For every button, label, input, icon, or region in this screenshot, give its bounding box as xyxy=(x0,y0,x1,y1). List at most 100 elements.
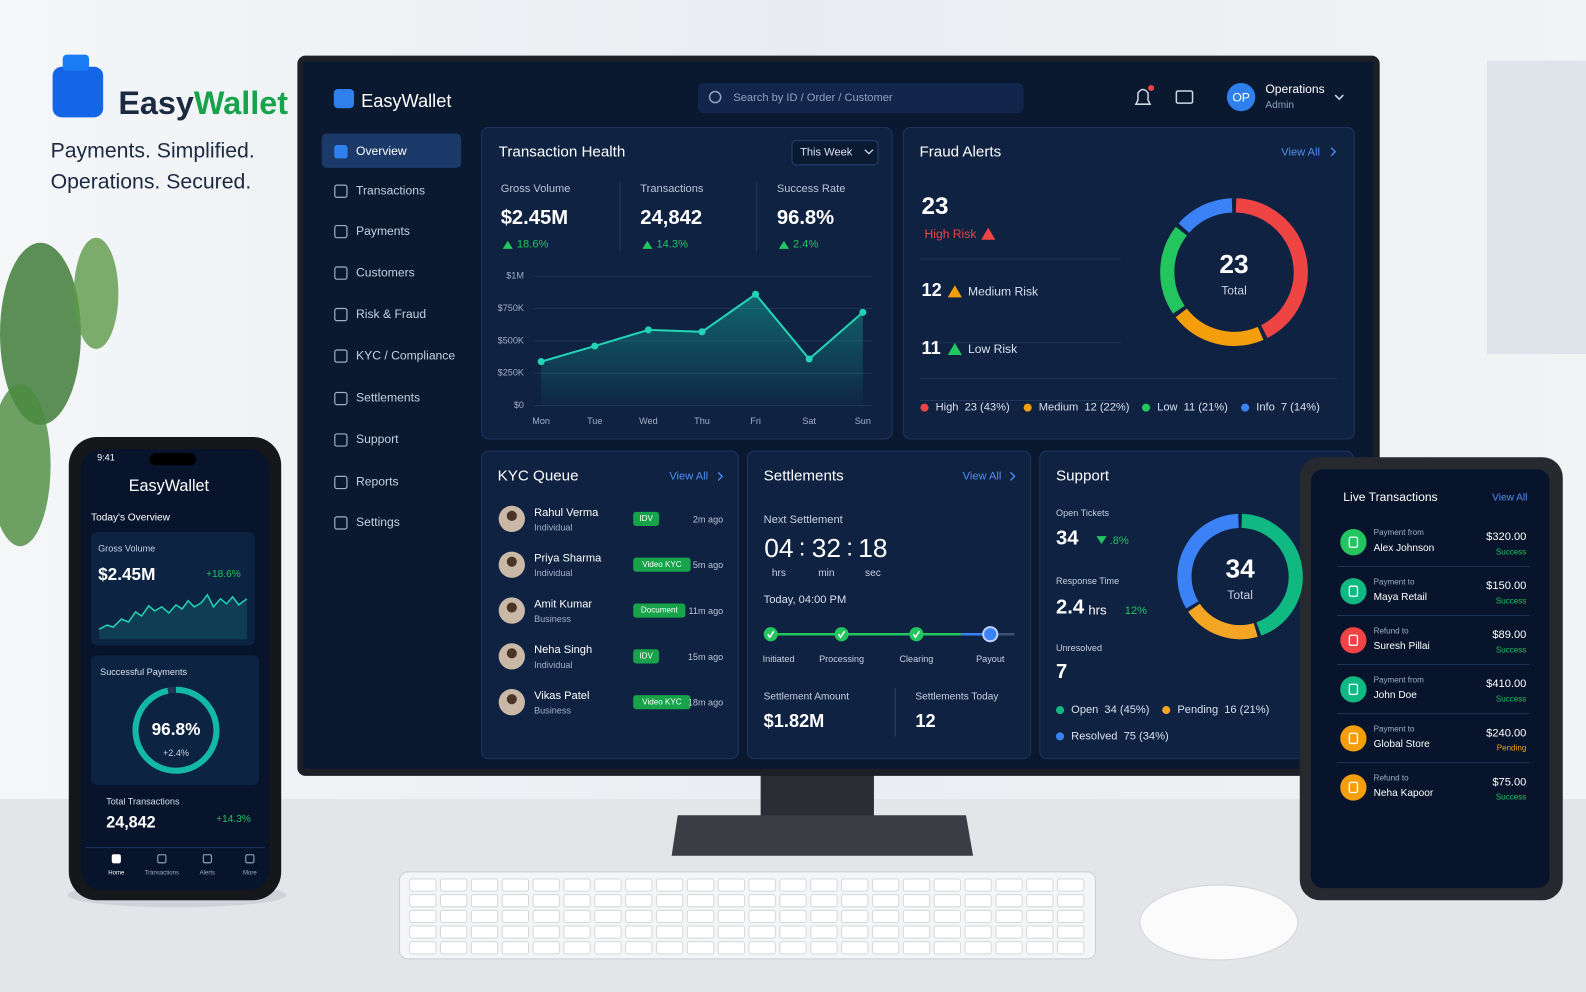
key xyxy=(440,909,468,923)
avatar[interactable] xyxy=(1226,82,1256,112)
section-label: Open Tickets xyxy=(1056,508,1110,518)
kyc-name: Neha Singh xyxy=(534,644,592,656)
tx-amount: $75.00 xyxy=(1492,776,1526,788)
point xyxy=(752,290,760,298)
key xyxy=(409,909,437,923)
tab-label[interactable]: More xyxy=(243,871,257,877)
x-tick-label: Wed xyxy=(639,416,658,426)
nav-icon xyxy=(334,307,348,322)
tab-label[interactable]: Alerts xyxy=(200,871,215,877)
check xyxy=(837,630,846,639)
kpi-change: 2.4% xyxy=(793,239,818,251)
risk-count: 12 xyxy=(921,280,941,300)
monitor-neck xyxy=(760,772,874,818)
y-tick-label: $750K xyxy=(498,303,524,313)
tx-status: Success xyxy=(1496,547,1527,556)
key xyxy=(717,909,745,923)
tx-icon-glyph xyxy=(1348,683,1359,696)
bell-icon[interactable] xyxy=(1134,88,1152,105)
legend-name: High xyxy=(936,402,959,414)
legend-name: Open xyxy=(1071,704,1098,716)
key xyxy=(625,941,653,955)
view-all[interactable]: View All xyxy=(1492,492,1527,503)
countdown-value: 32 xyxy=(812,533,841,563)
nav-item[interactable]: Overview xyxy=(356,144,407,158)
tab-icon[interactable] xyxy=(245,854,255,864)
up-arrow xyxy=(778,240,789,249)
nav-item[interactable]: KYC / Compliance xyxy=(356,348,455,362)
search-box[interactable] xyxy=(697,82,1024,114)
nav-item[interactable]: Settlements xyxy=(356,391,420,405)
kyc-kind: Business xyxy=(534,614,571,624)
nav-item[interactable]: Reports xyxy=(356,475,398,489)
kyc-tag-label: Video KYC xyxy=(642,697,682,706)
tab-icon[interactable] xyxy=(157,854,167,864)
key xyxy=(964,909,992,923)
key xyxy=(686,941,715,955)
kpi-change: 14.3% xyxy=(656,239,688,251)
chevron[interactable] xyxy=(1334,94,1344,101)
legend-entry: Resolved 75 (34%) xyxy=(1071,730,1169,742)
tx-amount: $320.00 xyxy=(1486,531,1526,543)
legend-entry: Open 34 (45%) xyxy=(1071,704,1150,716)
nav-icon xyxy=(334,433,348,447)
panel-title: KYC Queue xyxy=(498,467,579,484)
tab-label[interactable]: Home xyxy=(108,871,125,877)
nav-item[interactable]: Payments xyxy=(356,224,410,238)
key xyxy=(501,909,530,923)
nav-item[interactable]: Support xyxy=(356,432,399,446)
view-all[interactable]: View All xyxy=(669,470,708,482)
tx-kind: Refund to xyxy=(1374,626,1410,635)
key xyxy=(964,878,992,892)
legend-entry: High 23 (43%) xyxy=(936,402,1010,414)
key xyxy=(810,878,838,892)
legend-value: 7 (14%) xyxy=(1281,402,1320,414)
y-tick-label: $500K xyxy=(498,335,524,345)
kyc-tag xyxy=(633,695,691,710)
nav-item[interactable]: Transactions xyxy=(356,183,425,197)
period-select[interactable] xyxy=(791,140,879,166)
section-label: Response Time xyxy=(1056,576,1119,586)
legend-value: 16 (21%) xyxy=(1224,704,1269,716)
kpi-value: $2.45M xyxy=(501,207,568,229)
key xyxy=(594,909,622,923)
nav-item[interactable]: Risk & Fraud xyxy=(356,307,426,321)
key xyxy=(686,909,715,923)
notification-dot xyxy=(1148,84,1155,92)
legend-value: 75 (34%) xyxy=(1124,730,1169,742)
unresolved-count: 7 xyxy=(1056,661,1067,683)
key xyxy=(841,925,869,939)
mail-icon[interactable] xyxy=(1175,90,1194,104)
tablet-screen xyxy=(1310,469,1550,889)
legend-entry: Pending 16 (21%) xyxy=(1177,704,1269,716)
key xyxy=(1057,878,1085,892)
key xyxy=(717,878,745,892)
tx-amount: $89.00 xyxy=(1492,629,1526,641)
tx-icon-glyph xyxy=(1348,732,1359,745)
search-placeholder[interactable]: Search by ID / Order / Customer xyxy=(733,92,893,104)
panel-title: Settlements xyxy=(764,467,844,484)
response-change: 12% xyxy=(1125,605,1147,617)
countdown-unit: hrs xyxy=(772,568,786,579)
nav-item[interactable]: Settings xyxy=(356,515,400,529)
ring-label: 96.8% xyxy=(152,719,201,739)
tx-name: Neha Kapoor xyxy=(1374,788,1434,799)
tab-icon[interactable] xyxy=(111,854,121,864)
key xyxy=(871,909,900,923)
kpi-label: Gross Volume xyxy=(501,183,571,195)
key xyxy=(686,878,715,892)
search-icon xyxy=(708,90,722,104)
tab-label[interactable]: Transactions xyxy=(145,871,179,877)
view-all[interactable]: View All xyxy=(1281,147,1320,159)
kpi-label: Transactions xyxy=(640,183,704,195)
tab-icon[interactable] xyxy=(202,854,212,864)
key xyxy=(748,894,776,908)
kyc-tag-label: IDV xyxy=(639,652,653,661)
nav-item[interactable]: Customers xyxy=(356,265,415,279)
view-all[interactable]: View All xyxy=(963,470,1002,482)
settlement-amount: $1.82M xyxy=(764,711,825,731)
brand-icon xyxy=(52,66,104,118)
donut-center-value: 23 xyxy=(1219,249,1248,279)
period-label[interactable]: This Week xyxy=(800,147,853,159)
x-tick-label: Mon xyxy=(532,416,550,426)
